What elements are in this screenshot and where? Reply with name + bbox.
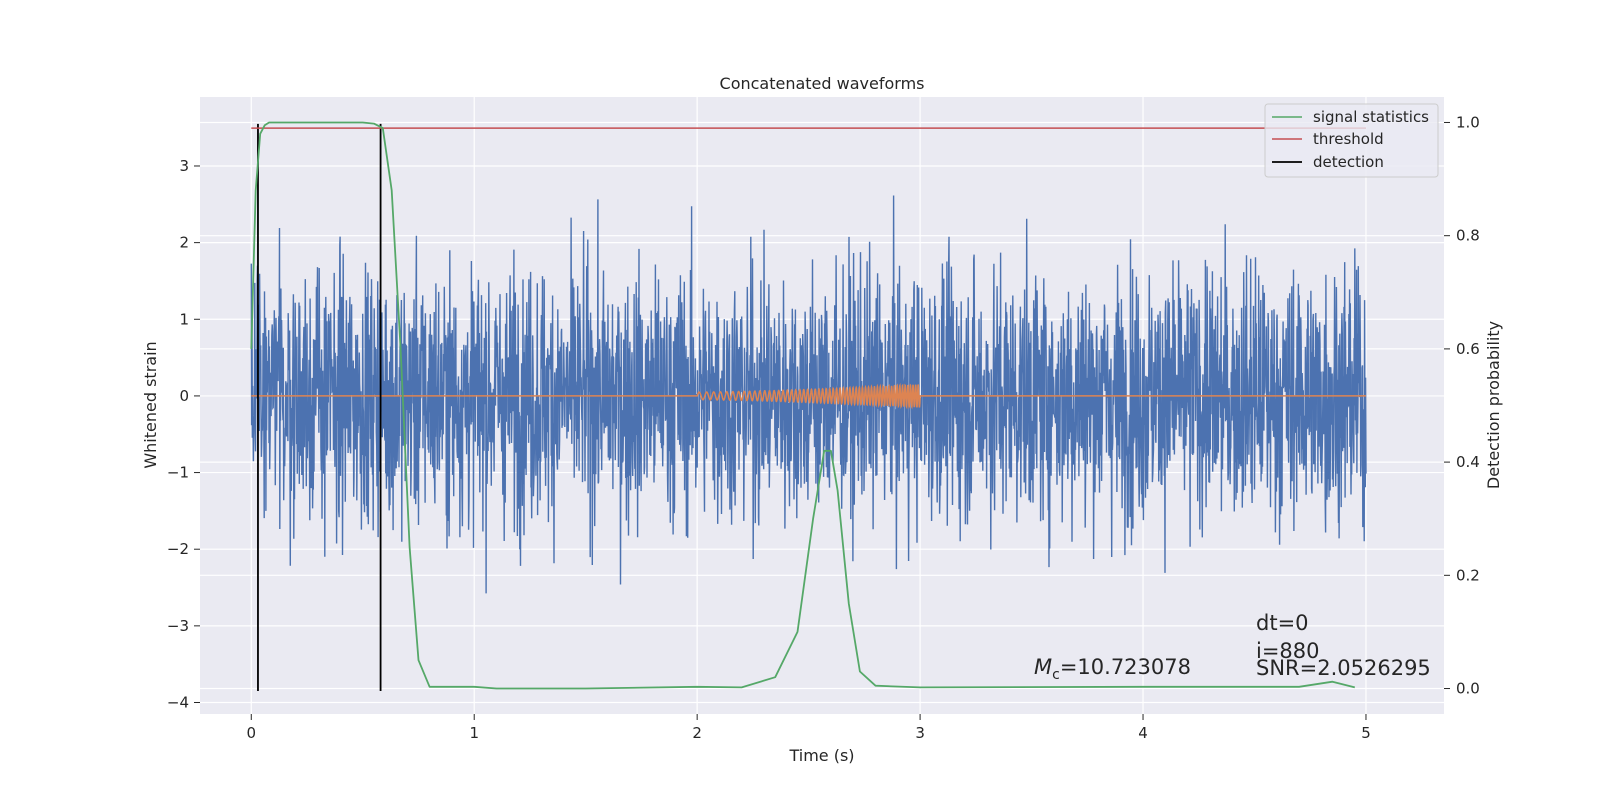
y2-tick-label: 0.4 <box>1456 453 1480 471</box>
signal-statistics-line <box>250 121 1356 690</box>
index-annotation: i=880 <box>1256 639 1320 663</box>
y2-tick-label: 0.8 <box>1456 227 1480 245</box>
chirp-mass-symbol: M <box>1034 655 1052 679</box>
legend-label-detection: detection <box>1313 153 1384 171</box>
y-tick-label: 0 <box>179 387 189 405</box>
x-tick-label: 2 <box>692 724 702 742</box>
y2-tick-label: 0.6 <box>1456 340 1480 358</box>
x-axis-label: Time (s) <box>788 746 854 765</box>
y2-tick-label: 1.0 <box>1456 113 1480 131</box>
chirp-mass-subscript: c <box>1052 667 1060 683</box>
y2-tick-label: 0.2 <box>1456 566 1480 584</box>
y2-tick-label: 0.0 <box>1456 680 1480 698</box>
legend: signal statistics threshold detection <box>1264 103 1439 178</box>
dt-annotation: dt=0 <box>1256 611 1309 635</box>
x-tick-label: 4 <box>1138 724 1148 742</box>
y-tick-label: −1 <box>167 464 189 482</box>
x-tick-label: 5 <box>1361 724 1371 742</box>
x-tick-label: 1 <box>469 724 479 742</box>
y-tick-label: −4 <box>167 694 189 712</box>
annotations: Mc=10.723078 dt=0 i=880 SNR=2.0526295 <box>1034 611 1431 683</box>
legend-label-threshold: threshold <box>1313 130 1384 148</box>
strain-noise-line <box>250 195 1367 594</box>
chirp-mass-annotation: Mc=10.723078 <box>1034 655 1191 683</box>
chart-title: Concatenated waveforms <box>720 74 925 93</box>
y-tick-label: 2 <box>179 234 189 252</box>
y-tick-label: −2 <box>167 540 189 558</box>
legend-frame <box>1264 103 1439 178</box>
tick-layer: 0 1 2 3 4 5 −4 −3 −2 −1 0 1 2 3 0.0 0.2 0.4 0.6 0.8 1.0 <box>167 113 1480 742</box>
series-layer <box>250 121 1366 692</box>
snr-annotation: SNR=2.0526295 <box>1256 656 1431 680</box>
x-tick-label: 0 <box>247 724 257 742</box>
chirp-mass-value: =10.723078 <box>1060 655 1191 679</box>
x-tick-label: 3 <box>915 724 925 742</box>
chirp-waveform-line <box>251 382 1366 410</box>
y-tick-label: −3 <box>167 617 189 635</box>
legend-label-signal-statistics: signal statistics <box>1313 108 1429 126</box>
y-tick-label: 1 <box>179 310 189 328</box>
strain-noise-series <box>250 195 1367 594</box>
y-axis-label: Whitened strain <box>141 341 160 468</box>
y2-axis-label: Detection probability <box>1484 321 1503 489</box>
y-tick-label: 3 <box>179 157 189 175</box>
